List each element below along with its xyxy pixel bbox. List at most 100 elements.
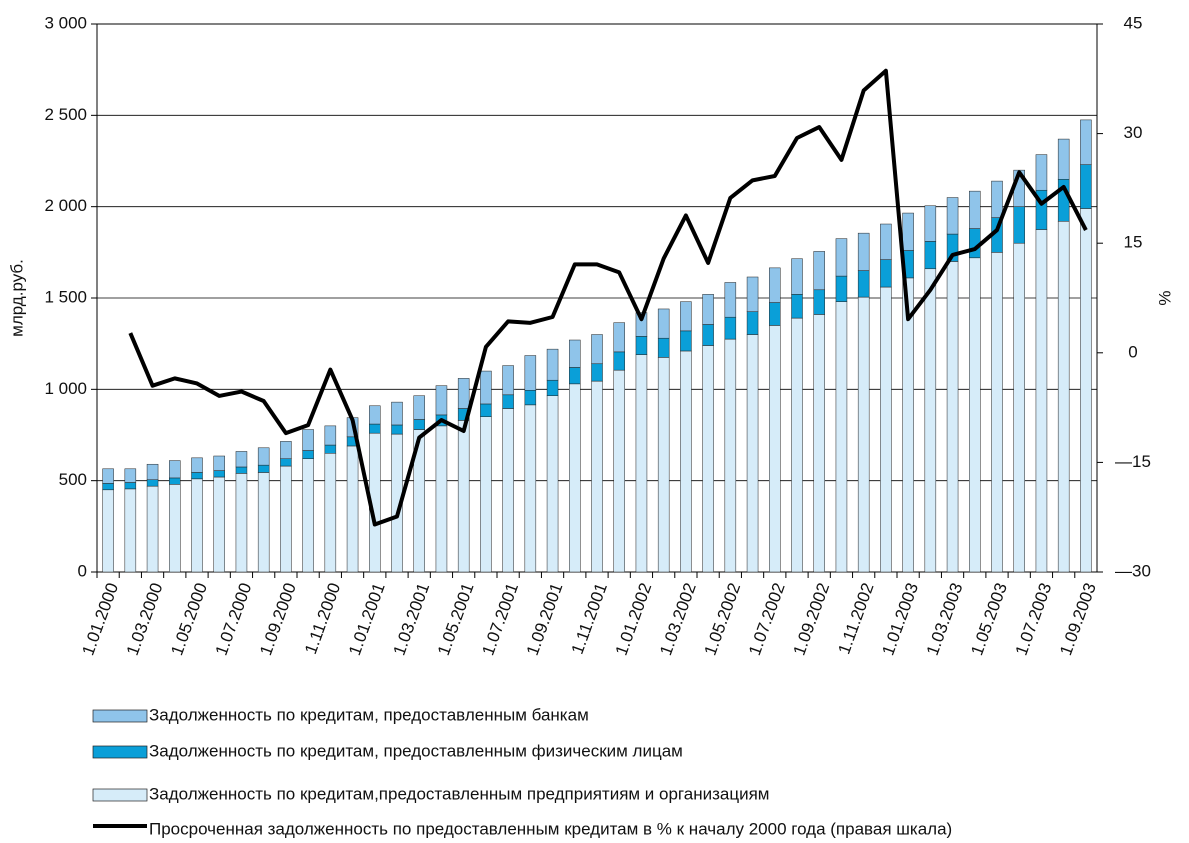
bar-segment bbox=[813, 289, 825, 315]
y-tick-label: 2 500 bbox=[44, 105, 87, 124]
bar-segment bbox=[569, 383, 581, 573]
bar-segment bbox=[235, 466, 248, 474]
bar-segment bbox=[324, 425, 337, 446]
bar-segment bbox=[213, 476, 225, 573]
legend-label: Просроченная задолженность по предоставл… bbox=[149, 819, 952, 838]
x-tick-label: 1.01.2003 bbox=[878, 580, 922, 658]
x-tick-label: 1.03.2000 bbox=[123, 580, 167, 658]
x-tick-label: 1.05.2001 bbox=[434, 580, 478, 658]
bar-segment bbox=[302, 450, 314, 459]
y-axis-label: млрд.руб. bbox=[7, 259, 26, 337]
bar-segment bbox=[657, 337, 670, 358]
x-tick-label: 1.09.2001 bbox=[523, 580, 567, 658]
bar-segment bbox=[635, 336, 648, 355]
bar-segment bbox=[746, 311, 759, 335]
bar-segment bbox=[1080, 119, 1092, 165]
x-tick-label: 1.05.2003 bbox=[967, 580, 1011, 658]
bar-segment bbox=[924, 205, 937, 242]
x-tick-label: 1.11.2002 bbox=[834, 580, 877, 656]
legend-label: Задолженность по кредитам, предоставленн… bbox=[149, 741, 683, 760]
bar-segment bbox=[169, 477, 181, 485]
bar-segment bbox=[769, 325, 781, 573]
bar-segment bbox=[169, 460, 181, 479]
y2-tick-label: 0 bbox=[1128, 342, 1137, 361]
bar-segment bbox=[613, 351, 625, 371]
bar-segment bbox=[746, 334, 759, 573]
x-tick-label: 1.07.2002 bbox=[745, 580, 789, 658]
bar-segment bbox=[324, 453, 337, 573]
y2-tick-label: 30 bbox=[1124, 123, 1143, 142]
bar-segment bbox=[435, 425, 448, 573]
bar-segment bbox=[835, 275, 848, 302]
bar-segment bbox=[880, 223, 892, 260]
bar-segment bbox=[1035, 154, 1048, 191]
y2-tick-label: —30 bbox=[1115, 561, 1151, 580]
bar-segment bbox=[457, 420, 470, 573]
x-tick-label: 1.11.2001 bbox=[568, 580, 611, 656]
bar-segment bbox=[702, 324, 714, 346]
bar-segment bbox=[680, 350, 692, 573]
bar-segment bbox=[613, 322, 625, 353]
legend-label: Задолженность по кредитам, предоставленн… bbox=[149, 705, 589, 724]
x-tick-label: 1.07.2001 bbox=[478, 580, 522, 658]
x-tick-label: 1.09.2002 bbox=[789, 580, 833, 658]
bar-segment bbox=[835, 301, 848, 573]
bar-segment bbox=[391, 424, 403, 435]
bar-segment bbox=[791, 258, 803, 295]
y-tick-label: 500 bbox=[59, 470, 87, 489]
legend-swatch bbox=[92, 788, 148, 802]
legend-swatch bbox=[92, 709, 148, 723]
bar-segment bbox=[235, 473, 248, 573]
y-tick-label: 1 500 bbox=[44, 287, 87, 306]
bar-segment bbox=[946, 261, 959, 573]
bar-segment bbox=[257, 447, 270, 466]
bar-segment bbox=[480, 370, 492, 405]
bar-segment bbox=[880, 259, 892, 288]
bar-segment bbox=[880, 286, 892, 573]
bar-segment bbox=[680, 330, 692, 352]
bar-segment bbox=[480, 416, 492, 573]
bar-segment bbox=[213, 455, 225, 471]
bar-segment bbox=[680, 301, 692, 332]
bar-segment bbox=[857, 270, 870, 298]
bar-segment bbox=[746, 276, 759, 312]
bar-segment bbox=[280, 441, 292, 459]
bar-segment bbox=[1035, 229, 1048, 573]
bar-segment bbox=[1057, 221, 1070, 573]
bar-segment bbox=[124, 468, 137, 483]
bar-segment bbox=[946, 197, 959, 235]
bar-segment bbox=[769, 302, 781, 326]
bar-segment bbox=[591, 380, 603, 573]
bar-segment bbox=[635, 354, 648, 573]
legend-label: Задолженность по кредитам,предоставленны… bbox=[149, 784, 769, 803]
x-tick-label: 1.03.2001 bbox=[389, 580, 433, 658]
legend-swatch bbox=[92, 745, 148, 759]
bar-segment bbox=[613, 369, 625, 573]
x-tick-label: 1.05.2000 bbox=[167, 580, 211, 658]
bar-segment bbox=[257, 472, 270, 573]
bar-segment bbox=[280, 465, 292, 573]
y-tick-label: 0 bbox=[78, 561, 87, 580]
y-tick-label: 1 000 bbox=[44, 379, 87, 398]
bar-segment bbox=[857, 232, 870, 271]
bar-segment bbox=[413, 419, 425, 430]
bar-segment bbox=[546, 395, 559, 573]
bar-segment bbox=[102, 483, 114, 491]
bar-segment bbox=[102, 489, 114, 573]
y-tick-label: 2 000 bbox=[44, 196, 87, 215]
bar-segment bbox=[835, 238, 848, 277]
bar-segment bbox=[524, 355, 537, 391]
bar-segment bbox=[546, 348, 559, 381]
bar-segment bbox=[791, 317, 803, 573]
bar-segment bbox=[657, 357, 670, 573]
y2-tick-label: 45 bbox=[1124, 13, 1143, 32]
bar-segment bbox=[991, 180, 1003, 218]
x-tick-label: 1.07.2003 bbox=[1012, 580, 1056, 658]
bar-segment bbox=[124, 482, 137, 490]
x-tick-label: 1.03.2003 bbox=[923, 580, 967, 658]
bar-segment bbox=[813, 314, 825, 573]
bar-segment bbox=[324, 444, 337, 454]
bar-segment bbox=[391, 401, 403, 426]
bar-segment bbox=[635, 312, 648, 337]
